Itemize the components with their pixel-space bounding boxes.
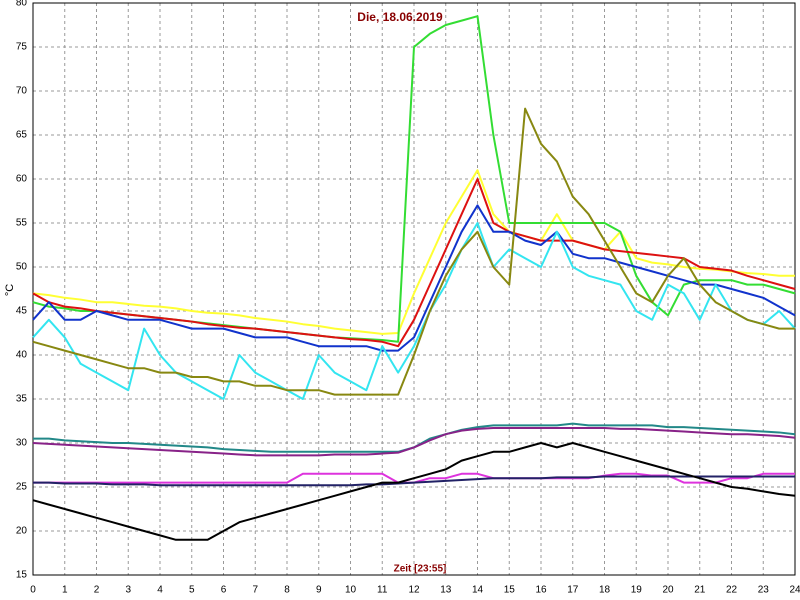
x-tick-label: 15: [504, 585, 516, 596]
chart-title: Die, 18.06.2019: [357, 10, 443, 24]
y-tick-label: 40: [16, 350, 28, 361]
y-tick-label: 70: [16, 86, 28, 97]
series-line: [32, 222, 796, 400]
x-tick-label: 8: [284, 585, 290, 596]
y-tick-label: 45: [16, 306, 28, 317]
x-tick-label: 18: [599, 585, 611, 596]
series-line: [33, 475, 795, 487]
x-tick-label: 16: [535, 585, 547, 596]
x-tick-label: 6: [221, 585, 227, 596]
y-tick-label: 15: [16, 570, 28, 581]
x-tick-label: 14: [472, 585, 484, 596]
x-tick-label: 17: [567, 585, 579, 596]
x-tick-label: 19: [631, 585, 643, 596]
x-tick-label: 2: [94, 585, 100, 596]
y-tick-label: 65: [16, 130, 28, 141]
x-tick-label: 11: [377, 585, 388, 596]
x-tick-label: 21: [694, 585, 706, 596]
x-tick-label: 22: [726, 585, 738, 596]
x-tick-label: 13: [440, 585, 452, 596]
y-tick-label: 30: [16, 438, 28, 449]
x-tick-label: 1: [62, 585, 68, 596]
series-line: [32, 442, 796, 541]
y-tick-label: 75: [16, 42, 28, 53]
y-tick-label: 80: [16, 0, 28, 9]
y-tick-label: 35: [16, 394, 28, 405]
series-line: [32, 107, 795, 396]
x-tick-label: 4: [157, 585, 163, 596]
x-tick-label: 7: [252, 585, 258, 596]
x-tick-label: 0: [30, 585, 36, 596]
x-tick-label: 5: [189, 585, 195, 596]
y-tick-label: 55: [16, 218, 28, 229]
x-tick-label: 24: [789, 585, 800, 596]
y-tick-label: 60: [16, 174, 28, 185]
x-tick-label: 20: [662, 585, 674, 596]
x-axis-label: Zeit [23:55]: [394, 564, 447, 575]
y-axis-label: °C: [4, 284, 16, 296]
y-tick-label: 50: [16, 262, 28, 273]
y-tick-label: 20: [16, 526, 28, 537]
series-line: [32, 178, 796, 348]
x-tick-label: 9: [316, 585, 322, 596]
x-tick-label: 23: [758, 585, 770, 596]
series-line: [32, 169, 795, 335]
series-line: [32, 427, 796, 457]
x-tick-label: 3: [125, 585, 131, 596]
x-tick-label: 12: [408, 585, 420, 596]
x-tick-label: 10: [345, 585, 357, 596]
y-tick-label: 25: [16, 482, 28, 493]
